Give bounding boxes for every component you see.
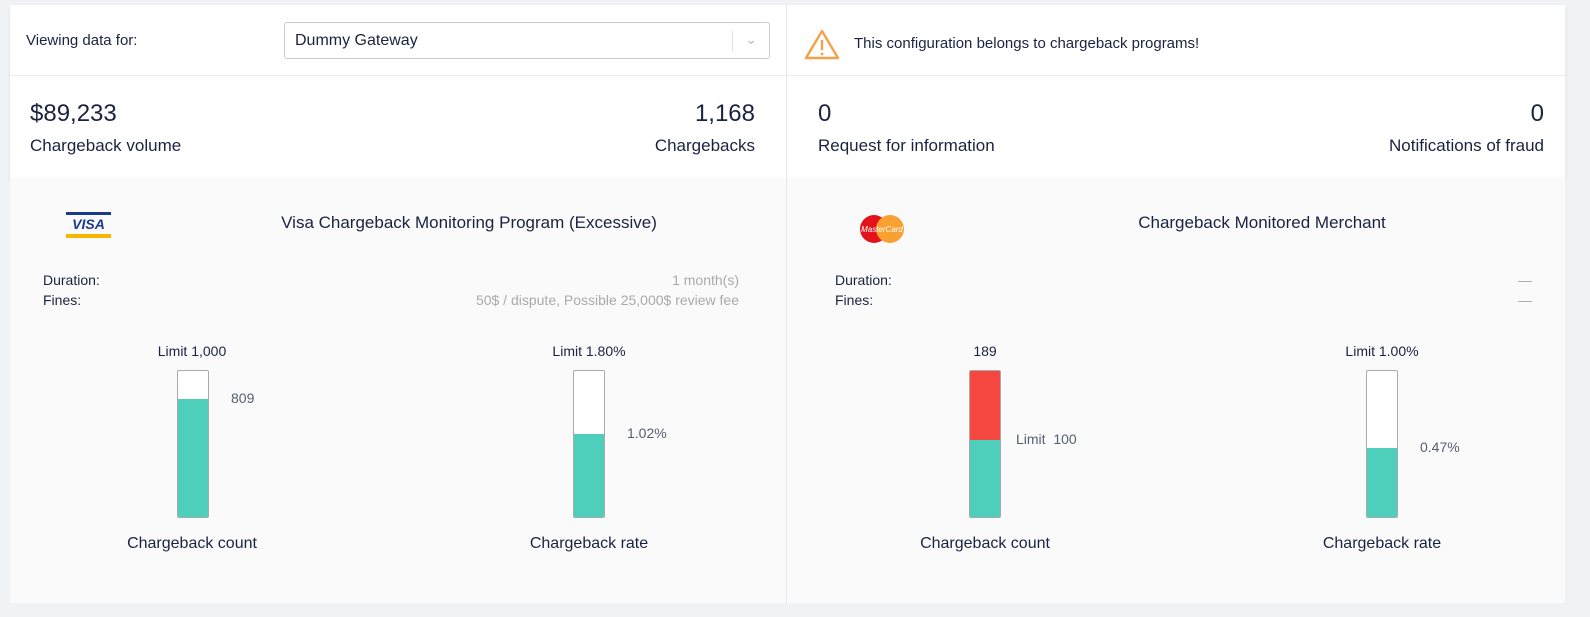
visa-fines-label: Fines: — [43, 292, 82, 308]
gauge-bar — [177, 370, 209, 518]
gauge-caption: Chargeback rate — [529, 535, 649, 552]
filter-label: Viewing data for: — [26, 32, 138, 49]
chevron-down-icon[interactable]: ⌄ — [745, 31, 757, 47]
rfi-value: 0 — [818, 100, 832, 127]
gauge-bar — [1366, 370, 1398, 518]
gauge-top-label: Limit 1,000 — [157, 343, 227, 359]
gauge-caption: Chargeback count — [920, 535, 1050, 552]
gauge-value-label: 0.47% — [1420, 439, 1460, 455]
gauge-bar — [573, 370, 605, 518]
select-separator — [732, 31, 733, 51]
chargeback-volume-value: $89,233 — [30, 100, 117, 127]
mastercard-logo: MasterCard — [860, 215, 904, 243]
gateway-select-value: Dummy Gateway — [295, 32, 418, 49]
chargeback-volume-label: Chargeback volume — [30, 136, 182, 155]
chargebacks-value: 1,168 — [694, 100, 755, 127]
row-divider — [10, 75, 1565, 76]
gateway-select[interactable]: Dummy Gateway ⌄ — [284, 22, 770, 59]
visa-duration-label: Duration: — [43, 272, 100, 288]
warning-text: This configuration belongs to chargeback… — [854, 35, 1200, 52]
gauge-value-label: Limit 100 — [1016, 431, 1077, 447]
visa-program-title: Visa Chargeback Monitoring Program (Exce… — [281, 213, 657, 232]
rfi-label: Request for information — [818, 136, 995, 155]
visa-fines-value: 50$ / dispute, Possible 25,000$ review f… — [475, 292, 739, 308]
mc-program-title: Chargeback Monitored Merchant — [1138, 213, 1386, 232]
visa-logo: VISA — [66, 212, 111, 239]
gauge-fill — [1367, 448, 1397, 517]
gauge-top-label: 189 — [973, 343, 997, 359]
mc-fines-label: Fines: — [835, 292, 874, 308]
gauge-fill — [574, 434, 604, 517]
summary-card — [10, 5, 1565, 178]
gauge-over-limit-fill — [970, 371, 1000, 440]
mc-duration-label: Duration: — [835, 272, 892, 288]
fraud-notifications-label: Notifications of fraud — [1389, 136, 1544, 155]
gauge-top-label: Limit 1.80% — [552, 343, 626, 359]
column-divider — [786, 5, 787, 603]
mc-duration-value: — — [1518, 272, 1532, 288]
visa-duration-value: 1 month(s) — [672, 272, 739, 288]
gauge-fill — [970, 440, 1000, 517]
warning-triangle-icon — [804, 29, 840, 60]
gauge-caption: Chargeback rate — [1322, 535, 1442, 552]
gauge-bar — [969, 370, 1001, 518]
chargebacks-label: Chargebacks — [654, 136, 755, 155]
programs-panel — [10, 178, 1565, 603]
gauge-value-label: 1.02% — [627, 425, 667, 441]
gauge-top-label: Limit 1.00% — [1345, 343, 1419, 359]
mc-fines-value: — — [1518, 292, 1532, 308]
gauge-fill — [178, 399, 208, 517]
svg-text:MasterCard: MasterCard — [861, 225, 903, 234]
fraud-notifications-value: 0 — [1530, 100, 1544, 127]
gauge-caption: Chargeback count — [127, 535, 257, 552]
gauge-value-label: 809 — [231, 390, 255, 406]
